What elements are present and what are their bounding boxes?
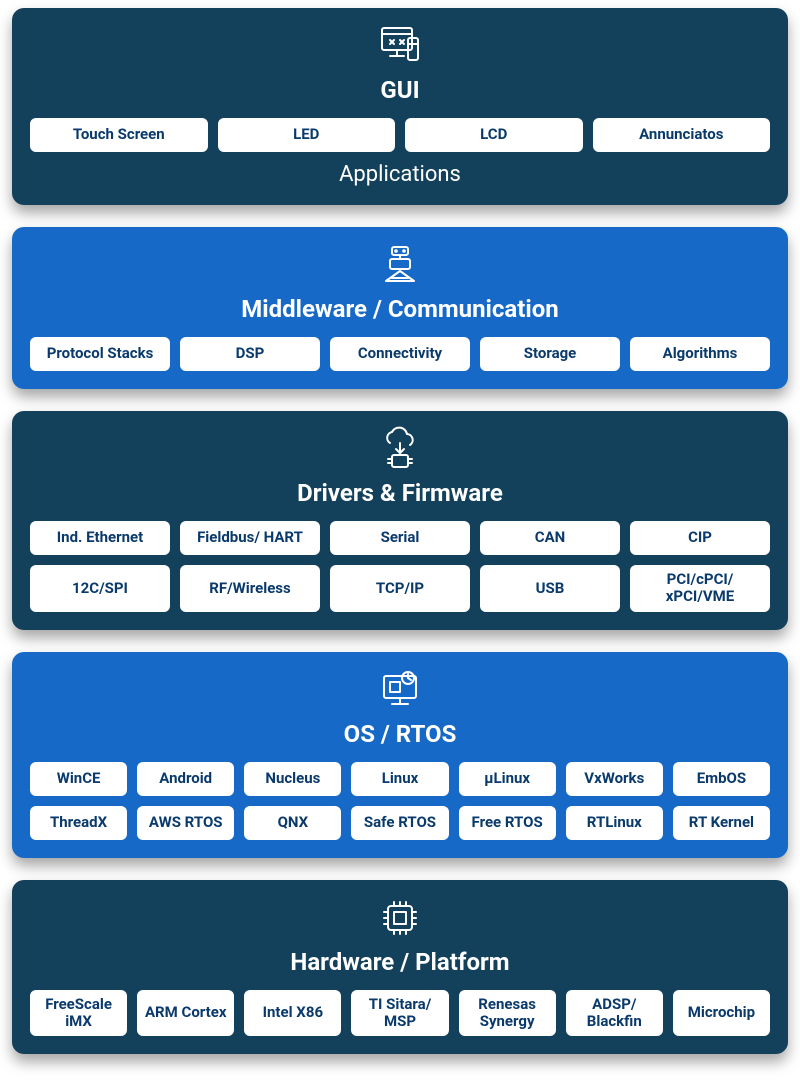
layer-subtitle: Applications xyxy=(30,162,770,187)
pill-row: Touch Screen LED LCD Annunciatos xyxy=(30,118,770,152)
layer-header: GUI xyxy=(30,22,770,104)
tech-pill: VxWorks xyxy=(566,762,663,796)
tech-pill: LED xyxy=(218,118,396,152)
layer-hardware: Hardware / Platform FreeScale iMXARM Cort… xyxy=(12,880,788,1055)
tech-pill: AWS RTOS xyxy=(137,806,234,840)
tech-pill: μLinux xyxy=(459,762,556,796)
gui-monitor-icon xyxy=(376,22,424,70)
tech-pill: TCP/IP xyxy=(330,565,470,612)
os-monitor-icon xyxy=(376,666,424,714)
layer-title: Middleware / Communication xyxy=(241,295,558,323)
layer-drivers: Drivers & Firmware Ind. Ethernet Fieldbus/… xyxy=(12,411,788,630)
pill-row: Ind. Ethernet Fieldbus/ HART Serial CAN CIP xyxy=(30,521,770,555)
tech-pill: TI Sitara/ MSP xyxy=(351,990,448,1037)
layer-header: Hardware / Platform xyxy=(30,894,770,976)
tech-pill: CIP xyxy=(630,521,770,555)
layer-header: Drivers & Firmware xyxy=(30,425,770,507)
layer-header: Middleware / Communication xyxy=(30,241,770,323)
tech-pill: Protocol Stacks xyxy=(30,337,170,371)
tech-pill: Fieldbus/ HART xyxy=(180,521,320,555)
pill-row: 12C/SPIRF/WirelessTCP/IPUSBPCI/cPCI/ xPC… xyxy=(30,565,770,612)
tech-pill: Linux xyxy=(351,762,448,796)
layer-title: GUI xyxy=(380,76,419,104)
tech-pill: Storage xyxy=(480,337,620,371)
tech-pill: Free RTOS xyxy=(459,806,556,840)
tech-pill: Intel X86 xyxy=(244,990,341,1037)
pill-row: ThreadX AWS RTOS QNX Safe RTOS Free RTOS RTLi… xyxy=(30,806,770,840)
layer-os: OS / RTOS WinCE Android Nucleus Linux μLinux V… xyxy=(12,652,788,858)
layer-title: Drivers & Firmware xyxy=(297,479,503,507)
tech-pill: ARM Cortex xyxy=(137,990,234,1037)
tech-pill: Algorithms xyxy=(630,337,770,371)
tech-pill: PCI/cPCI/ xPCI/VME xyxy=(630,565,770,612)
tech-pill: EmbOS xyxy=(673,762,770,796)
tech-pill: FreeScale iMX xyxy=(30,990,127,1037)
tech-pill: Safe RTOS xyxy=(351,806,448,840)
tech-pill: WinCE xyxy=(30,762,127,796)
layer-middleware: Middleware / Communication Protocol Stack… xyxy=(12,227,788,389)
tech-pill: USB xyxy=(480,565,620,612)
tech-pill: Annunciatos xyxy=(593,118,771,152)
tech-pill: Touch Screen xyxy=(30,118,208,152)
layer-title: OS / RTOS xyxy=(344,720,457,748)
tech-pill: QNX xyxy=(244,806,341,840)
tech-pill: LCD xyxy=(405,118,583,152)
embedded-stack-diagram: GUI Touch Screen LED LCD Annunciatos Applicat… xyxy=(12,8,788,1054)
pill-row: Protocol Stacks DSP Connectivity Storage Alg… xyxy=(30,337,770,371)
tech-pill: 12C/SPI xyxy=(30,565,170,612)
tech-pill: Ind. Ethernet xyxy=(30,521,170,555)
tech-pill: Microchip xyxy=(673,990,770,1037)
tech-pill: ADSP/ Blackfin xyxy=(566,990,663,1037)
pill-row: WinCE Android Nucleus Linux μLinux VxWorks Emb… xyxy=(30,762,770,796)
tech-pill: RT Kernel xyxy=(673,806,770,840)
layer-title: Hardware / Platform xyxy=(290,948,509,976)
tech-pill: Nucleus xyxy=(244,762,341,796)
layer-header: OS / RTOS xyxy=(30,666,770,748)
tech-pill: Serial xyxy=(330,521,470,555)
cloud-chip-icon xyxy=(376,425,424,473)
tech-pill: RTLinux xyxy=(566,806,663,840)
tech-pill: Renesas Synergy xyxy=(459,990,556,1037)
layer-gui: GUI Touch Screen LED LCD Annunciatos Applicat… xyxy=(12,8,788,205)
pill-row: FreeScale iMXARM CortexIntel X86TI Sitar… xyxy=(30,990,770,1037)
tech-pill: CAN xyxy=(480,521,620,555)
tech-pill: RF/Wireless xyxy=(180,565,320,612)
tech-pill: Android xyxy=(137,762,234,796)
tech-pill: DSP xyxy=(180,337,320,371)
tech-pill: ThreadX xyxy=(30,806,127,840)
tech-pill: Connectivity xyxy=(330,337,470,371)
router-icon xyxy=(376,241,424,289)
chip-icon xyxy=(376,894,424,942)
